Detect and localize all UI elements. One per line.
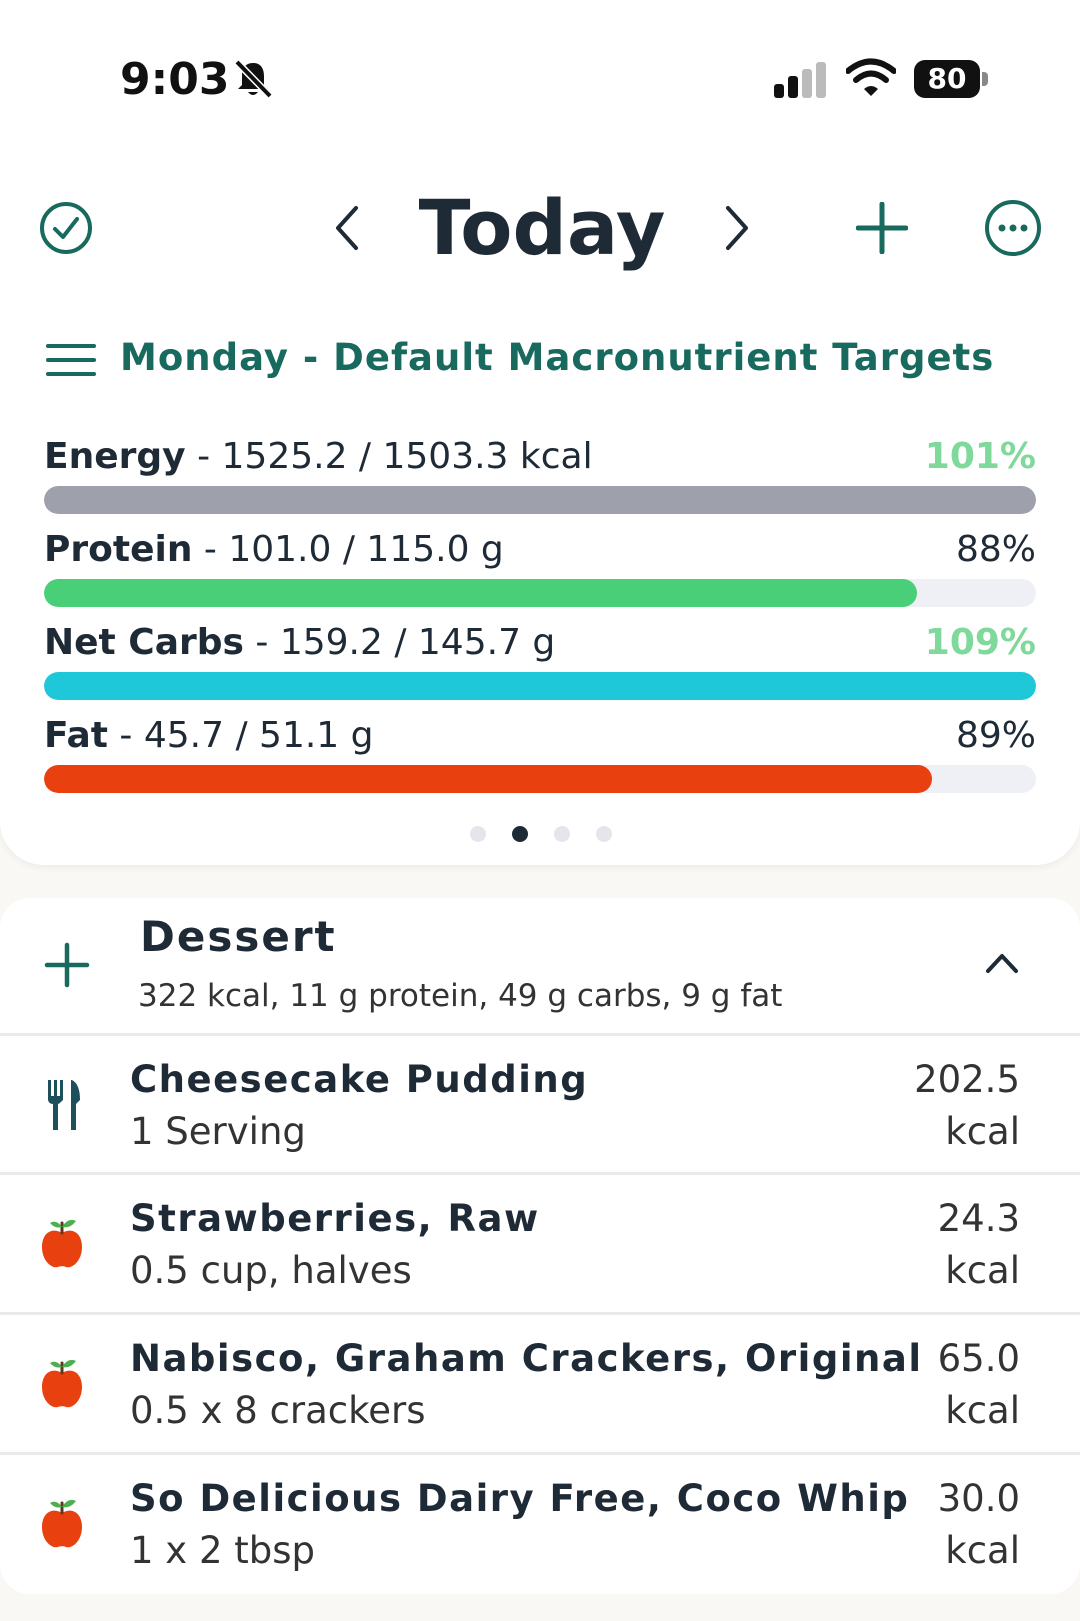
macro-bar	[44, 486, 1036, 514]
more-options-icon[interactable]	[983, 198, 1043, 258]
menu-icon[interactable]	[46, 342, 96, 378]
macro-label: Energy - 1525.2 / 1503.3 kcal	[44, 436, 593, 477]
macro-percent: 109%	[924, 622, 1036, 663]
food-kcal: 30.0	[937, 1477, 1020, 1520]
fork-knife-icon	[48, 1080, 80, 1130]
bell-muted-icon	[234, 59, 273, 99]
macro-label: Protein - 101.0 / 115.0 g	[44, 529, 504, 570]
macro-bar	[44, 672, 1036, 700]
apple-icon	[42, 1219, 82, 1268]
page-dot[interactable]	[554, 826, 570, 842]
food-kcal: 65.0	[937, 1337, 1020, 1380]
food-kcal-unit: kcal	[945, 1249, 1020, 1292]
food-item[interactable]: Strawberries, Raw 0.5 cup, halves 24.3 k…	[0, 1175, 1080, 1311]
divider	[0, 1172, 1080, 1175]
apple-icon	[42, 1499, 82, 1548]
meal-card	[0, 898, 1080, 1594]
chevron-right-icon[interactable]	[716, 202, 756, 254]
meal-name[interactable]: Dessert	[140, 912, 337, 961]
divider	[0, 1033, 1080, 1036]
macro-bar-fill	[44, 765, 932, 793]
food-item[interactable]: Nabisco, Graham Crackers, Original 0.5 x…	[0, 1315, 1080, 1451]
macro-protein[interactable]: Protein - 101.0 / 115.0 g 88%	[44, 529, 1036, 607]
status-time: 9:03	[120, 54, 230, 105]
macro-energy[interactable]: Energy - 1525.2 / 1503.3 kcal 101%	[44, 436, 1036, 514]
macro-bar	[44, 579, 1036, 607]
macro-percent: 88%	[955, 529, 1036, 570]
divider	[0, 1452, 1080, 1455]
food-portion: 0.5 cup, halves	[130, 1249, 412, 1292]
divider	[0, 1312, 1080, 1315]
chevron-up-icon[interactable]	[984, 950, 1020, 976]
macro-bar-fill	[44, 579, 917, 607]
food-portion: 1 Serving	[130, 1110, 306, 1153]
page-title: Today	[418, 183, 666, 272]
food-kcal-unit: kcal	[945, 1110, 1020, 1153]
macro-fat[interactable]: Fat - 45.7 / 51.1 g 89%	[44, 715, 1036, 793]
chevron-left-icon[interactable]	[328, 202, 368, 254]
meal-summary: 322 kcal, 11 g protein, 49 g carbs, 9 g …	[138, 978, 783, 1014]
food-kcal-unit: kcal	[945, 1389, 1020, 1432]
add-icon[interactable]	[856, 202, 908, 254]
check-circle-icon[interactable]	[38, 200, 94, 256]
food-name: Cheesecake Pudding	[130, 1058, 589, 1101]
add-food-icon[interactable]	[44, 942, 90, 988]
summary-card	[0, 0, 1080, 865]
food-name: So Delicious Dairy Free, Coco Whip	[130, 1477, 910, 1520]
food-item[interactable]: Cheesecake Pudding 1 Serving 202.5 kcal	[0, 1036, 1080, 1172]
signal-icon	[774, 62, 826, 98]
battery-nub	[982, 72, 988, 86]
food-portion: 0.5 x 8 crackers	[130, 1389, 426, 1432]
macro-percent: 101%	[924, 436, 1036, 477]
page-dot[interactable]	[596, 826, 612, 842]
macro-label: Net Carbs - 159.2 / 145.7 g	[44, 622, 556, 663]
macro-bar	[44, 765, 1036, 793]
apple-icon	[42, 1359, 82, 1408]
macro-bar-fill	[44, 486, 1036, 514]
page-dot[interactable]	[512, 826, 528, 842]
food-kcal: 24.3	[937, 1197, 1020, 1240]
battery-indicator: 80	[914, 60, 980, 98]
food-portion: 1 x 2 tbsp	[130, 1529, 316, 1572]
page-dot[interactable]	[470, 826, 486, 842]
macro-percent: 89%	[955, 715, 1036, 756]
food-kcal-unit: kcal	[945, 1529, 1020, 1572]
page-indicator[interactable]	[470, 826, 630, 844]
food-item[interactable]: So Delicious Dairy Free, Coco Whip 1 x 2…	[0, 1455, 1080, 1591]
macro-net-carbs[interactable]: Net Carbs - 159.2 / 145.7 g 109%	[44, 622, 1036, 700]
food-name: Nabisco, Graham Crackers, Original	[130, 1337, 923, 1380]
macro-label: Fat - 45.7 / 51.1 g	[44, 715, 374, 756]
wifi-icon	[846, 58, 896, 96]
food-name: Strawberries, Raw	[130, 1197, 540, 1240]
food-kcal: 202.5	[914, 1058, 1020, 1101]
macro-bar-fill	[44, 672, 1036, 700]
targets-title[interactable]: Monday - Default Macronutrient Targets	[120, 336, 995, 379]
